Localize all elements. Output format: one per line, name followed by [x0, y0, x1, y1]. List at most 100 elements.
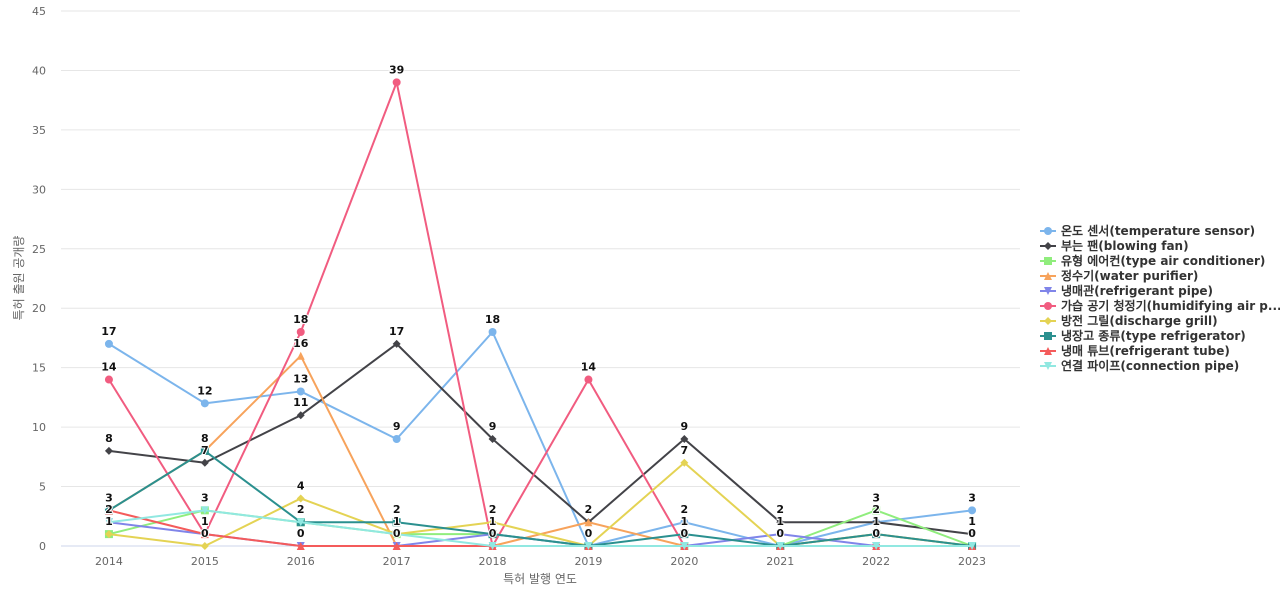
- y-axis: 0 5 10 15 20 25 30 35 40 45: [32, 5, 46, 553]
- data-point: [872, 542, 881, 550]
- data-point: [200, 506, 209, 515]
- legend-item[interactable]: 방전 그릴(discharge grill): [1040, 313, 1218, 328]
- legend-label: 유형 에어컨(type air conditioner): [1061, 253, 1265, 268]
- data-label: 9: [489, 420, 497, 433]
- data-label: 0: [489, 527, 497, 540]
- data-point: [104, 339, 113, 348]
- series-line: [107, 449, 974, 547]
- data-point: [392, 339, 401, 348]
- data-label: 2: [776, 503, 784, 516]
- data-point: [584, 518, 593, 527]
- legend-item[interactable]: 부는 팬(blowing fan): [1040, 238, 1189, 253]
- series-7: [104, 458, 977, 550]
- data-label: 2: [105, 503, 113, 516]
- data-point: [392, 78, 401, 87]
- legend-label: 냉장고 종류(type refrigerator): [1061, 328, 1246, 343]
- legend-item[interactable]: 연결 파이프(connection pipe): [1040, 358, 1239, 373]
- legend-label: 냉매관(refrigerant pipe): [1061, 283, 1213, 298]
- data-point: [296, 387, 305, 396]
- legend-item[interactable]: 가습 공기 청정기(humidifying air p...: [1040, 298, 1280, 313]
- legend-marker: [1044, 362, 1052, 370]
- data-label: 9: [393, 420, 401, 433]
- data-label: 14: [101, 361, 117, 374]
- data-point: [296, 518, 305, 527]
- data-point: [200, 458, 209, 467]
- series-line: [107, 331, 974, 547]
- data-point: [200, 542, 209, 550]
- legend-marker: [1044, 272, 1052, 280]
- data-point: [104, 506, 113, 515]
- series-3: [104, 506, 977, 550]
- data-label: 2: [585, 503, 593, 516]
- x-tick-label: 2021: [766, 555, 794, 568]
- data-point: [104, 518, 113, 527]
- data-label: 1: [393, 515, 401, 528]
- legend-marker: [1044, 302, 1052, 310]
- data-label: 0: [297, 527, 305, 540]
- gridlines: [61, 10, 1020, 547]
- data-label: 1: [776, 515, 784, 528]
- legend-item[interactable]: 유형 에어컨(type air conditioner): [1040, 253, 1265, 268]
- data-label: 3: [105, 491, 113, 504]
- data-point: [200, 446, 209, 455]
- data-label: 0: [393, 527, 401, 540]
- data-point: [104, 375, 113, 384]
- data-point: [872, 530, 881, 539]
- legend-label: 냉매 튜브(refrigerant tube): [1061, 343, 1230, 358]
- legend-marker: [1044, 287, 1052, 295]
- data-point: [968, 542, 977, 550]
- legend-item[interactable]: 정수기(water purifier): [1040, 268, 1198, 283]
- data-label: 13: [293, 372, 308, 385]
- data-label: 2: [297, 503, 305, 516]
- data-point: [296, 494, 305, 503]
- data-label: 39: [389, 63, 404, 76]
- data-label: 1: [968, 515, 976, 528]
- data-label: 1: [872, 515, 880, 528]
- data-point: [296, 411, 305, 420]
- y-tick-label: 5: [39, 481, 46, 494]
- data-point: [392, 542, 401, 550]
- data-point: [200, 530, 209, 539]
- legend-item[interactable]: 온도 센서(temperature sensor): [1040, 223, 1255, 238]
- data-label: 0: [776, 527, 784, 540]
- data-label: 0: [585, 527, 593, 540]
- data-point: [296, 542, 305, 550]
- legend-marker: [1044, 227, 1052, 235]
- y-tick-label: 20: [32, 302, 46, 315]
- data-label: 0: [968, 527, 976, 540]
- series-6: [104, 78, 977, 550]
- x-tick-label: 2022: [862, 555, 890, 568]
- data-point: [488, 328, 497, 336]
- x-tick-label: 2023: [958, 555, 986, 568]
- series-line: [107, 342, 974, 536]
- x-tick-label: 2018: [479, 555, 507, 568]
- y-tick-label: 30: [32, 183, 46, 196]
- data-point: [200, 399, 209, 408]
- data-label: 8: [201, 432, 209, 445]
- legend-marker: [1044, 242, 1052, 250]
- legend-item[interactable]: 냉장고 종류(type refrigerator): [1040, 328, 1246, 343]
- data-label: 7: [201, 444, 209, 457]
- data-point: [872, 518, 881, 527]
- x-tick-label: 2015: [191, 555, 219, 568]
- x-axis-title: 특허 발행 연도: [503, 571, 577, 586]
- data-point: [296, 328, 305, 336]
- y-tick-label: 10: [32, 421, 46, 434]
- legend-item[interactable]: 냉매 튜브(refrigerant tube): [1040, 343, 1230, 358]
- legend-item[interactable]: 냉매관(refrigerant pipe): [1040, 283, 1213, 298]
- legend-marker: [1044, 317, 1052, 325]
- data-point: [776, 518, 785, 527]
- data-label: 18: [293, 313, 308, 326]
- data-label: 1: [105, 515, 113, 528]
- series-line: [107, 509, 974, 547]
- data-label: 17: [389, 325, 404, 338]
- y-tick-label: 15: [32, 362, 46, 375]
- legend-marker: [1044, 332, 1052, 340]
- data-point: [680, 518, 689, 527]
- data-label: 2: [872, 503, 880, 516]
- data-label: 18: [485, 313, 500, 326]
- data-point: [776, 530, 785, 539]
- legend: 온도 센서(temperature sensor)부는 팬(blowing fa…: [1040, 223, 1280, 373]
- y-tick-label: 25: [32, 243, 46, 256]
